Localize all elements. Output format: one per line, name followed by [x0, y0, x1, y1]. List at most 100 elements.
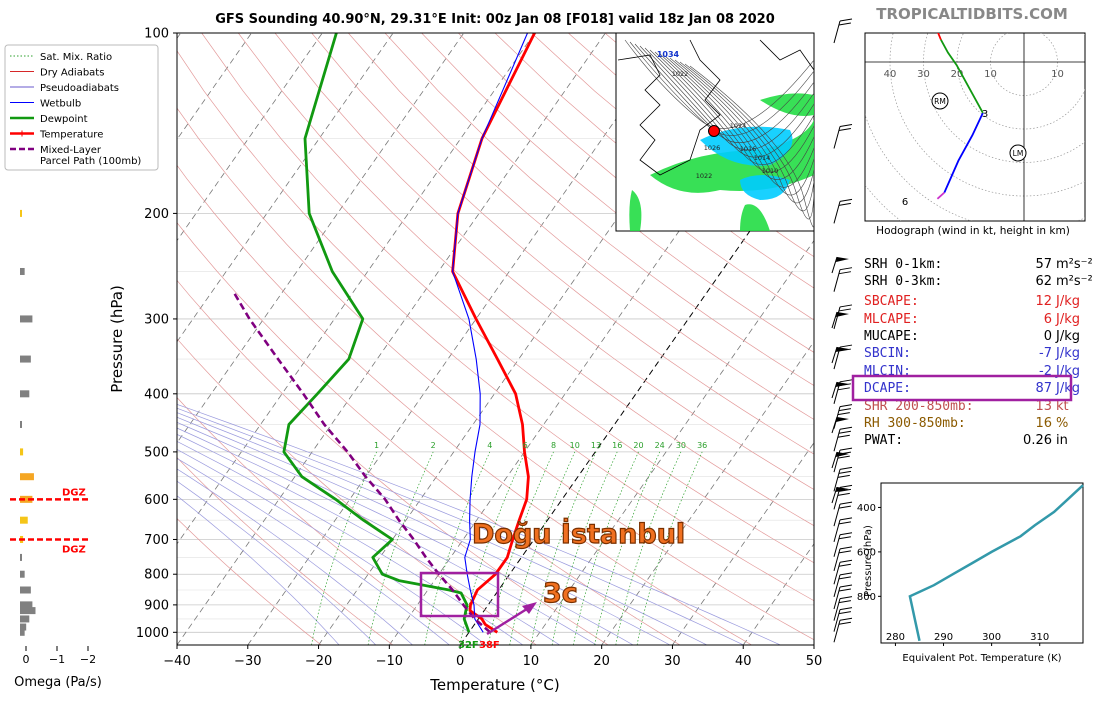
- series-line-dewpoint: [284, 33, 469, 632]
- y-tick-label: 200: [144, 207, 169, 222]
- mixing-ratio-label: 10: [570, 441, 580, 450]
- mixing-ratio-label: 20: [633, 441, 643, 450]
- map-pressure-label: 1014: [754, 154, 771, 162]
- wind-barb-flag: [840, 125, 852, 127]
- hodograph-marker-label: RM: [934, 97, 946, 106]
- dgz-label: DGZ: [62, 544, 86, 555]
- wind-barb-flag: [839, 506, 851, 508]
- legend-label: Wetbulb: [40, 99, 81, 110]
- legend-label: Sat. Mix. Ratio: [40, 52, 112, 63]
- index-unit: J/kg: [1055, 294, 1080, 309]
- omega-tick-label: −1: [49, 653, 65, 666]
- surface-dewpoint-label: 32F: [458, 640, 479, 651]
- legend-label: Dry Adiabats: [40, 68, 104, 79]
- index-label: MLCAPE:: [864, 312, 919, 327]
- mixing-ratio-label: 2: [431, 441, 436, 450]
- annotation-location: Doğu İstanbul: [472, 518, 685, 550]
- theta-e-frame: [881, 483, 1083, 643]
- index-unit: m²s⁻²: [1056, 274, 1093, 289]
- annotation-3c: 3c: [543, 578, 578, 609]
- wind-barb-flag: [840, 467, 852, 469]
- map-pressure-label: 1026: [704, 144, 721, 152]
- hodograph-ring-label: 10: [1051, 69, 1064, 80]
- isotherm-line: [106, 33, 534, 645]
- skewt-ylabel: Pressure (hPa): [108, 285, 126, 393]
- index-value: 6: [1044, 312, 1052, 327]
- wind-barb-flag: [838, 388, 850, 390]
- wind-barb-flag: [840, 448, 852, 450]
- wind-barb-flag: [840, 618, 852, 620]
- mixing-ratio-label: 16: [612, 441, 622, 450]
- map-pressure-label: 1022: [696, 172, 713, 180]
- index-value: -7: [1039, 346, 1052, 361]
- index-unit: J/kg: [1055, 312, 1080, 327]
- index-label: SRH 0-1km:: [864, 257, 942, 272]
- x-tick-label: −10: [376, 654, 403, 669]
- index-label: SRH 0-3km:: [864, 274, 942, 289]
- index-unit: %: [1056, 416, 1068, 431]
- index-label: RH 300-850mb:: [864, 416, 966, 431]
- isotherm-line: [248, 33, 676, 645]
- wind-barb-flag: [838, 456, 850, 458]
- omega-bar: [20, 421, 22, 428]
- wind-barb-flag: [839, 272, 851, 274]
- wind-barb-flag: [840, 305, 852, 307]
- wind-barb-staff: [834, 599, 840, 621]
- x-tick-label: 0: [456, 654, 464, 669]
- wind-barb-flag: [840, 345, 852, 347]
- map-pressure-label: 1034: [657, 50, 680, 59]
- map-pressure-label: 1024: [730, 122, 747, 130]
- y-tick-label: 800: [144, 568, 169, 583]
- wind-barb-staff: [832, 417, 837, 433]
- wind-barb-flag: [840, 405, 852, 407]
- mixing-ratio-label: 30: [676, 441, 686, 450]
- hodograph-marker-label: LM: [1013, 149, 1024, 158]
- y-tick-label: 700: [144, 533, 169, 548]
- theta-e-x-tick-label: 290: [934, 632, 953, 643]
- omega-bar: [20, 629, 25, 636]
- watermark: TROPICALTIDBITS.COM: [876, 5, 1068, 23]
- map-pressure-label: 1022: [672, 70, 689, 78]
- wind-barb-flag: [840, 585, 852, 587]
- wind-barb-flag: [840, 560, 852, 562]
- mixing-ratio-label: 36: [697, 441, 707, 450]
- wind-barb-staff: [834, 575, 840, 597]
- index-unit: m²s⁻²: [1056, 257, 1093, 272]
- x-tick-label: 40: [735, 654, 752, 669]
- wind-barb-flag: [840, 19, 852, 21]
- wind-barb-flag: [840, 573, 852, 575]
- hodograph-ring-label: 40: [884, 69, 897, 80]
- wind-barb-flag: [840, 608, 852, 610]
- index-value: 0: [1044, 329, 1052, 344]
- y-tick-label: 400: [144, 387, 169, 402]
- wind-barb-flag: [839, 309, 851, 311]
- omega-bar: [20, 448, 23, 455]
- series-line-mixed-layer: [233, 292, 490, 633]
- wind-barb-pennant: [836, 257, 849, 262]
- wind-barb-flag: [840, 485, 852, 487]
- legend-label: Parcel Path (100mb): [40, 156, 141, 167]
- wind-barb-flag: [839, 203, 851, 205]
- omega-bar: [20, 473, 34, 480]
- annotation-arrow-head: [522, 602, 537, 614]
- skewt-xlabel: Temperature (°C): [429, 676, 559, 694]
- wind-barb-flag: [839, 537, 851, 539]
- theta-e-x-tick-label: 300: [982, 632, 1001, 643]
- omega-bar: [20, 554, 22, 561]
- omega-tick-label: −2: [80, 653, 96, 666]
- omega-tick-label: 0: [23, 653, 30, 666]
- map-pressure-label: 1010: [762, 167, 779, 175]
- wind-barb-flag: [839, 551, 851, 553]
- legend-label: Temperature: [39, 130, 103, 141]
- wind-barb-pennant: [836, 312, 849, 317]
- hodograph-height-label: 3: [982, 109, 988, 120]
- theta-e-x-tick-label: 310: [1030, 632, 1049, 643]
- index-value: 57: [1035, 257, 1052, 272]
- legend-label: Dewpoint: [40, 114, 88, 125]
- wind-barb-flag: [839, 577, 851, 579]
- omega-bar: [20, 390, 29, 397]
